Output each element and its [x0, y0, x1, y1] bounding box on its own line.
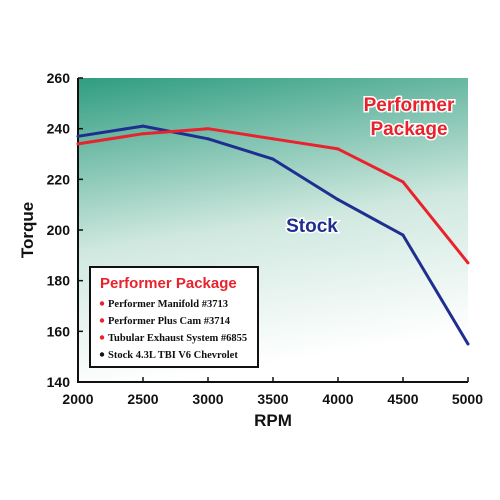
series-lines [76, 124, 470, 346]
legend-item: Stock 4.3L TBI V6 Chevrolet [108, 350, 238, 361]
legend-bullet [99, 352, 105, 357]
y-tick-labels: 140 160 180 200 220 240 260 [47, 70, 83, 390]
data-point [141, 124, 145, 128]
x-tick-label: 3000 [192, 391, 223, 407]
legend-box [89, 266, 259, 368]
data-point [271, 157, 275, 161]
x-tick-label: 3500 [257, 391, 288, 407]
legend-bullet [99, 318, 105, 323]
data-point [206, 127, 210, 131]
x-tick-label: 4500 [387, 391, 418, 407]
data-point [76, 134, 80, 138]
data-point [401, 180, 405, 184]
legend-bullet [99, 301, 105, 306]
data-point [466, 261, 470, 265]
series-label-performer: Performer [364, 95, 455, 116]
x-tick-label: 2000 [62, 391, 93, 407]
x-tick-label: 4000 [322, 391, 353, 407]
data-point [206, 137, 210, 141]
y-axis-title: Torque [18, 202, 37, 258]
legend-title: Performer Package [100, 275, 237, 292]
series-labels: Stock Performer Package [285, 94, 457, 239]
series-label-performer: Package [370, 119, 447, 140]
y-tick-label: 200 [47, 222, 71, 238]
legend-item: Performer Manifold #3713 [108, 299, 228, 310]
y-tick-label: 180 [47, 273, 71, 289]
y-tick-label: 160 [47, 323, 71, 339]
x-tick-label: 5000 [452, 391, 483, 407]
y-tick-label: 260 [47, 70, 71, 86]
data-point [336, 147, 340, 151]
data-point [141, 132, 145, 136]
data-point [76, 142, 80, 146]
y-tick-label: 140 [47, 374, 71, 390]
x-tick-label: 2500 [127, 391, 158, 407]
legend-bullet [99, 335, 105, 340]
data-point [336, 198, 340, 202]
x-tick-labels: 2000 2500 3000 3500 4000 4500 5000 [62, 377, 483, 407]
legend-item: Tubular Exhaust System #6855 [108, 333, 247, 344]
data-point [271, 137, 275, 141]
data-point [466, 342, 470, 346]
data-point [401, 233, 405, 237]
legend: Performer Package Performer Manifold #371… [89, 266, 259, 368]
y-tick-label: 240 [47, 121, 71, 137]
legend-item: Performer Plus Cam #3714 [108, 316, 231, 327]
x-axis-title: RPM [254, 411, 292, 430]
series-label-stock: Stock [286, 216, 338, 237]
y-tick-label: 220 [47, 171, 71, 187]
